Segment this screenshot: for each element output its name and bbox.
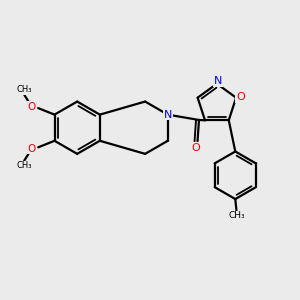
Text: O: O [192,143,200,153]
Text: O: O [28,144,36,154]
Text: N: N [164,110,172,120]
Text: CH₃: CH₃ [16,161,32,170]
Text: N: N [214,76,222,86]
Text: CH₃: CH₃ [228,212,245,220]
Text: CH₃: CH₃ [16,85,32,94]
Text: O: O [28,102,36,112]
Text: O: O [236,92,244,102]
